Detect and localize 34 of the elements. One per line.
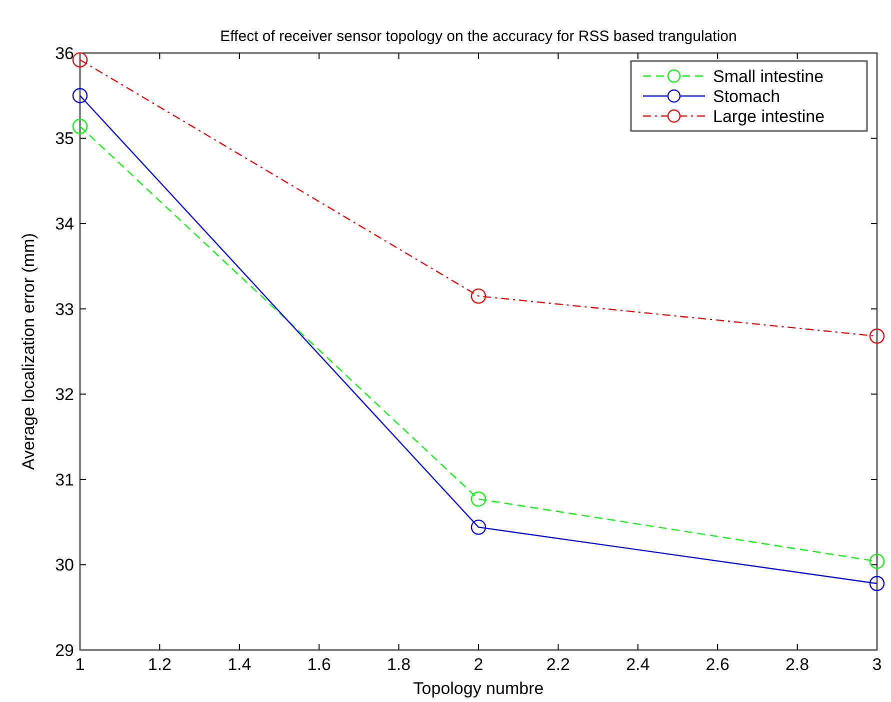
x-tick-label: 2.8: [785, 655, 810, 674]
point: [470, 288, 486, 304]
x-tick-label: 1.2: [148, 655, 172, 674]
y-tick-label: 36: [55, 44, 74, 63]
point: [869, 554, 885, 569]
y-tick-label: 35: [55, 129, 74, 148]
point: [72, 118, 88, 134]
point: [72, 88, 88, 104]
x-tick-label: 2.2: [546, 655, 570, 674]
x-tick-label: 3: [872, 655, 882, 674]
legend-label: Large intestine: [713, 106, 825, 126]
x-tick-label: 1.4: [228, 655, 252, 674]
x-axis-title: Topology numbre: [413, 679, 544, 698]
x-tick-label: 2: [474, 655, 484, 674]
y-tick-label: 29: [55, 640, 74, 660]
x-tick-label: 1.8: [386, 655, 411, 674]
y-tick-label: 33: [55, 300, 74, 319]
x-tick-label: 2.6: [706, 655, 730, 674]
x-tick-label: 2.4: [626, 655, 650, 674]
point: [72, 52, 88, 68]
y-tick-label: 31: [55, 470, 74, 490]
y-tick-label: 32: [55, 385, 74, 404]
legend-label: Stomach: [713, 86, 780, 106]
point: [869, 576, 885, 592]
y-tick-label: 34: [55, 214, 74, 234]
y-axis-title: Average localization error (mm): [19, 233, 38, 470]
point: [470, 520, 486, 535]
chart-title: Effect of receiver sensor topology on the accuracy for RSS based trangulation: [220, 28, 737, 45]
x-tick-label: 1: [75, 655, 85, 674]
legend-label: Small intestine: [713, 66, 824, 86]
y-tick-label: 30: [55, 556, 74, 575]
point: [470, 491, 486, 507]
point: [869, 328, 885, 344]
x-tick-label: 1.6: [307, 655, 331, 674]
